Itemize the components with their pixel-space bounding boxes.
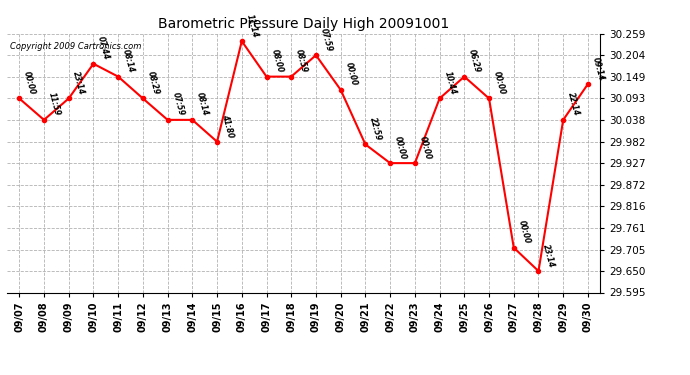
Text: 08:14: 08:14 [195,92,210,117]
Text: 00:00: 00:00 [393,135,408,160]
Text: 22:14: 22:14 [566,92,581,117]
Text: 41:80: 41:80 [220,113,235,139]
Text: 07:44: 07:44 [96,36,111,61]
Text: 08:59: 08:59 [294,48,309,74]
Text: 00:00: 00:00 [417,135,433,160]
Text: 11:59: 11:59 [47,92,61,117]
Text: 22:59: 22:59 [368,116,383,142]
Text: 00:00: 00:00 [344,62,358,87]
Text: 23:14: 23:14 [541,243,556,268]
Text: 11:14: 11:14 [244,13,259,38]
Text: 08:00: 08:00 [269,48,284,74]
Text: 10:44: 10:44 [442,70,457,96]
Text: 08:29: 08:29 [146,70,161,96]
Text: 09:14: 09:14 [591,56,606,81]
Text: 23:14: 23:14 [72,70,86,96]
Text: 07:59: 07:59 [319,27,334,52]
Text: Copyright 2009 Cartronics.com: Copyright 2009 Cartronics.com [10,42,141,51]
Text: 00:00: 00:00 [492,70,506,96]
Text: 00:00: 00:00 [517,219,531,245]
Text: 07:59: 07:59 [170,92,186,117]
Text: 06:29: 06:29 [467,48,482,74]
Title: Barometric Pressure Daily High 20091001: Barometric Pressure Daily High 20091001 [158,17,449,31]
Text: 00:00: 00:00 [22,70,37,96]
Text: 08:14: 08:14 [121,48,136,74]
